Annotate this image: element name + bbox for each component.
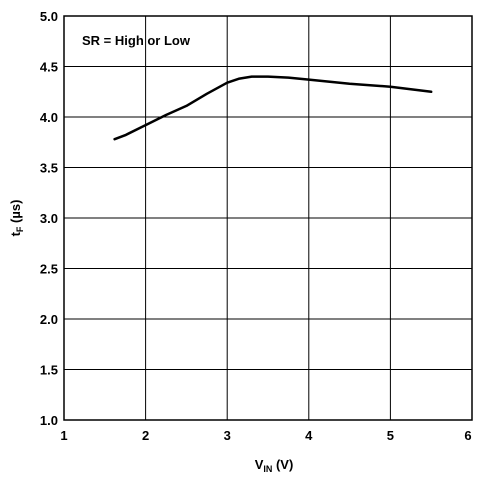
series-layer [113,75,433,141]
y-tick-label: 4.0 [40,110,58,125]
y-tick-label: 1.0 [40,413,58,428]
y-tick-label: 3.5 [40,161,58,176]
annotation-text: SR = High or Low [82,33,191,48]
x-tick-label: 4 [305,428,313,443]
y-axis-label: tF (µs) [8,200,25,237]
y-axis-label-unit: (µs) [8,200,23,227]
x-tick-label: 6 [464,428,471,443]
y-axis-label-sub: F [15,226,25,232]
x-axis-label-unit: (V) [272,457,293,472]
x-tick-labels: 1 2 3 4 5 6 [60,428,471,443]
x-tick-label: 1 [60,428,67,443]
series-line [113,75,433,141]
y-axis-label-main: t [8,231,23,236]
x-tick-label: 5 [387,428,394,443]
x-axis-label-sub: IN [263,464,272,474]
y-tick-label: 2.5 [40,262,58,277]
x-tick-label: 2 [142,428,149,443]
plot-frame [63,15,473,421]
x-tick-label: 3 [224,428,231,443]
x-axis-label: VIN (V) [255,457,294,474]
y-tick-label: 3.0 [40,211,58,226]
y-tick-label: 1.5 [40,363,58,378]
y-tick-label: 4.5 [40,60,58,75]
x-axis-label-main: V [255,457,264,472]
y-tick-label: 2.0 [40,312,58,327]
y-tick-labels: 1.0 1.5 2.0 2.5 3.0 3.5 4.0 4.5 5.0 [40,9,58,428]
y-tick-label: 5.0 [40,9,58,24]
